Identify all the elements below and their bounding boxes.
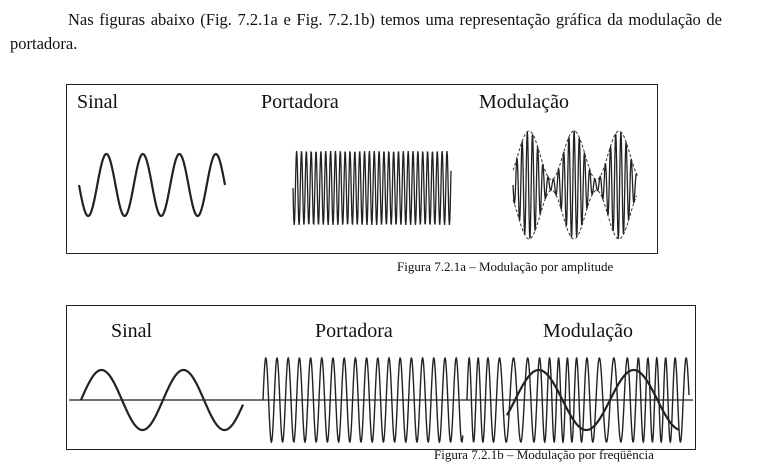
label-sinal: Sinal	[77, 91, 119, 113]
caption-figure-b: Figura 7.2.1b – Modulação por freqüência	[434, 447, 654, 462]
caption-figure-a: Figura 7.2.1a – Modulação por amplitude	[397, 259, 614, 274]
fm-carrier-wave	[262, 356, 464, 444]
fm-waveforms	[69, 356, 693, 445]
label-modulacao: Modulação	[479, 91, 569, 113]
am-waveforms	[77, 129, 638, 240]
intro-paragraph: Nas figuras abaixo (Fig. 7.2.1a e Fig. 7…	[10, 10, 722, 53]
am-envelope	[512, 130, 638, 240]
label-modulacao: Modulação	[543, 320, 633, 342]
label-portadora: Portadora	[261, 91, 339, 113]
fm-signal-wave	[79, 368, 245, 432]
fm-overlay-signal	[506, 368, 680, 432]
label-portadora: Portadora	[315, 320, 393, 342]
label-sinal: Sinal	[111, 320, 153, 342]
am-modulated-wave	[512, 129, 638, 239]
am-carrier-wave	[292, 150, 452, 226]
figure-frequency-modulation: Sinal Portadora Modulação	[66, 305, 696, 450]
fm-modulated-wave	[466, 356, 690, 445]
am-signal-wave	[77, 152, 227, 218]
figure-amplitude-modulation: Sinal Portadora Modulação	[66, 84, 658, 254]
